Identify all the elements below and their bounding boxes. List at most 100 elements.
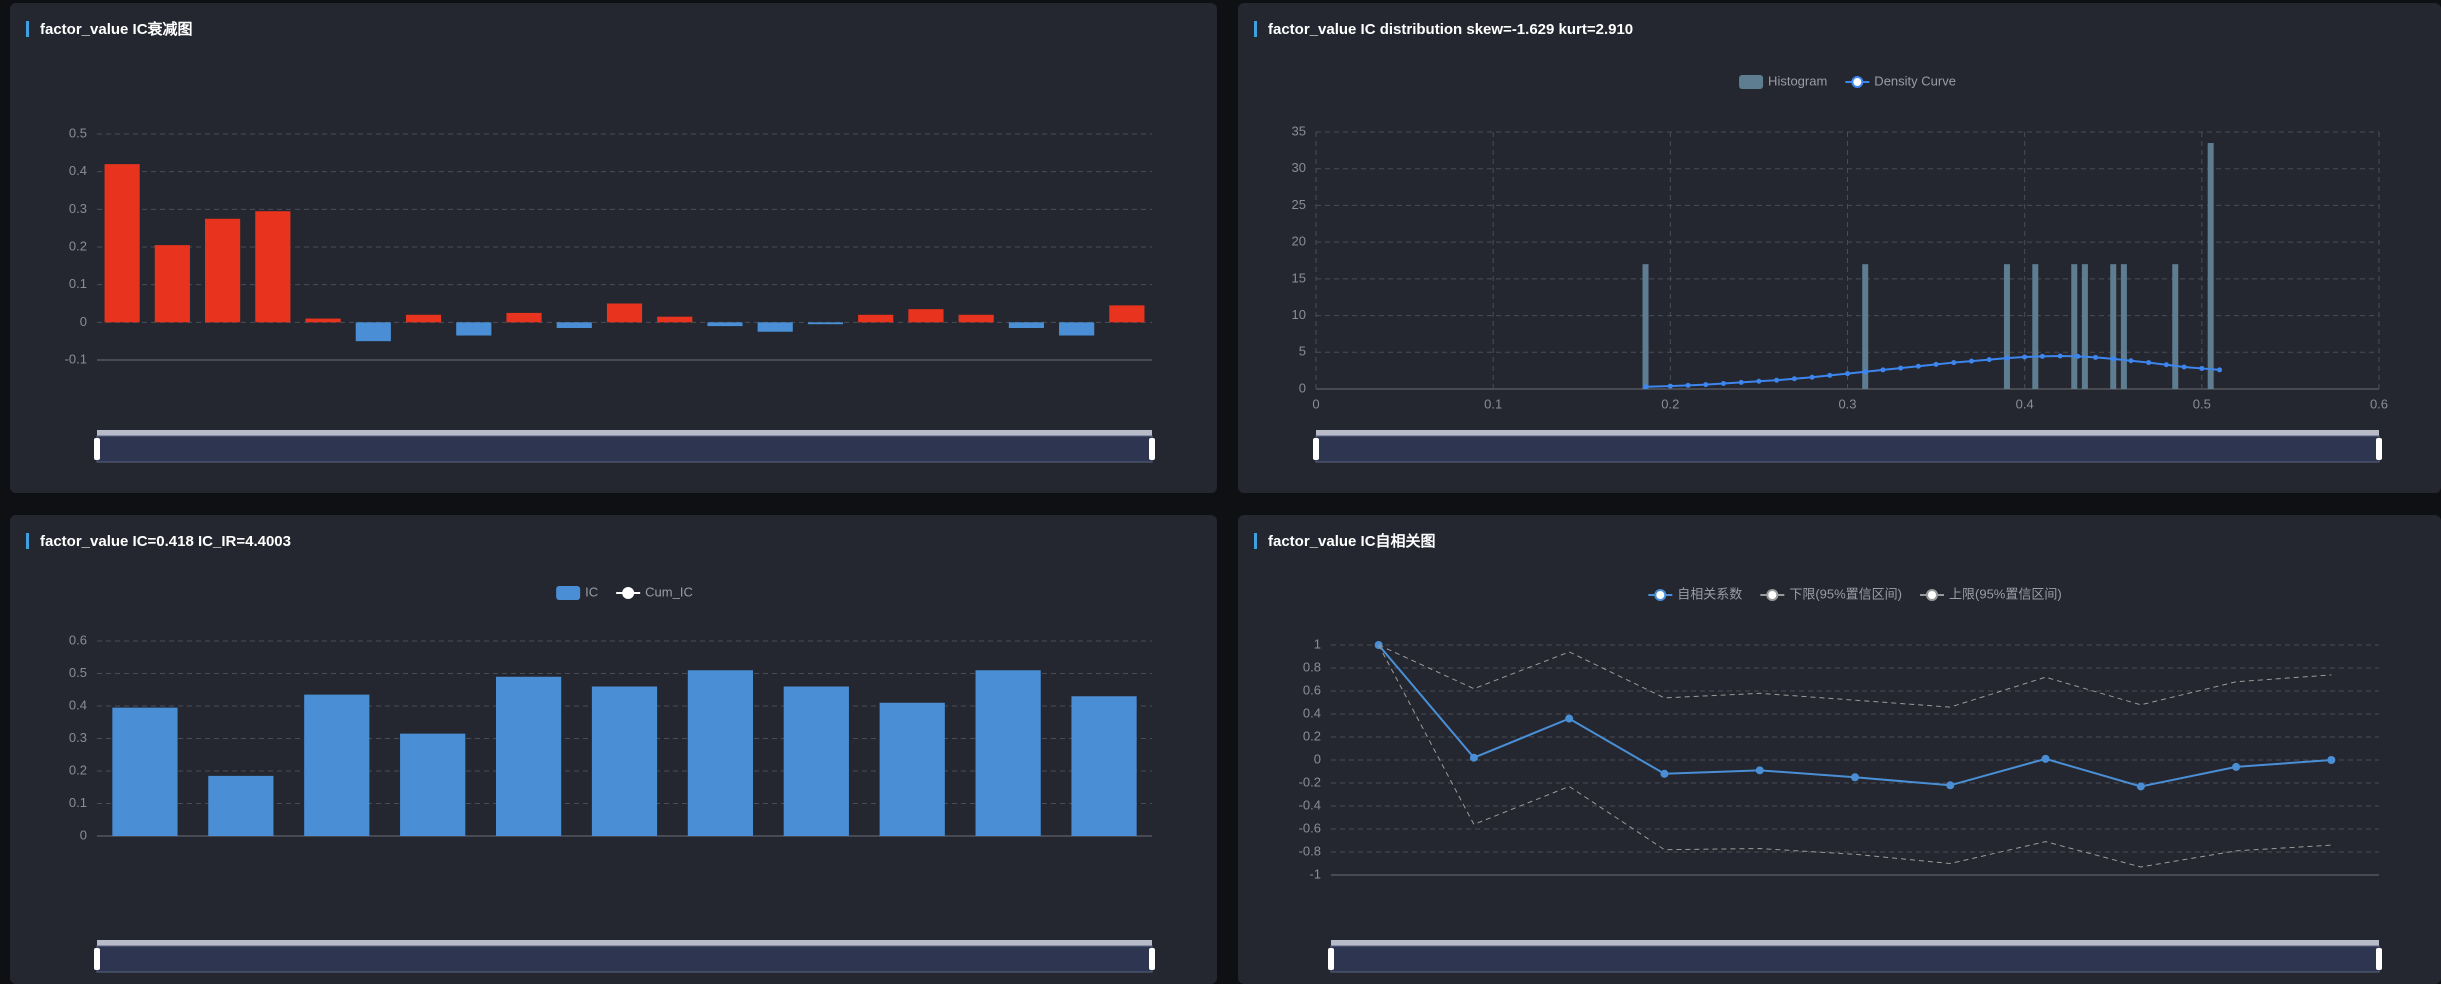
slider-handle [94,948,100,970]
bar [2081,264,2088,389]
bar [400,733,466,836]
y-tick-label: 0 [80,827,87,842]
x-tick-label: 0.2 [1661,396,1679,411]
point [2136,782,2145,791]
bar [687,670,754,836]
bar [2003,264,2010,389]
y-tick-label: 0.4 [1303,705,1321,720]
legend-label: 上限(95%置信区间) [1949,586,2062,601]
point [2232,762,2241,771]
legend-swatch [1739,75,1764,89]
bar [305,318,341,323]
x-tick-label: 0.4 [2016,396,2034,411]
bar [2071,264,2078,389]
chart-title: factor_value IC自相关图 [1268,532,1436,550]
chart-title: factor_value IC衰减图 [40,20,193,38]
bar [707,322,743,327]
legend-label: Histogram [1768,73,1827,88]
bar [1642,264,1649,389]
point [1946,781,1955,790]
legend-swatch [556,586,581,600]
y-tick-label: 0.6 [69,632,87,647]
slider-handle [1149,948,1155,970]
y-tick-label: -1 [1309,866,1321,881]
point [1660,769,1669,778]
point [2128,358,2134,364]
bar [1109,305,1145,323]
point [1898,365,1904,371]
slider-handle [94,438,100,460]
point [1703,382,1709,388]
legend-label: Density Curve [1874,73,1956,88]
bar [606,303,643,323]
y-tick-label: 35 [1292,123,1306,138]
point [2217,367,2223,373]
x-tick-label: 0.1 [1484,396,1502,411]
point [1851,773,1859,782]
bar [1008,322,1044,328]
y-tick-label: -0.8 [1299,843,1321,858]
point [2181,364,2187,370]
y-tick-label: -0.1 [65,351,87,366]
point [1827,372,1833,378]
title-accent [1254,533,1257,549]
y-tick-label: 0.4 [69,163,87,178]
point [2163,362,2169,368]
legend: IC Cum_IC [556,584,693,600]
slider-handle [1149,438,1155,460]
bar [2110,264,2117,389]
y-tick-label: 0 [80,314,87,329]
point [2022,354,2028,360]
bar [783,686,849,836]
y-tick-label: 1 [1314,636,1321,651]
point [1685,382,1691,388]
y-tick-label: 0.2 [69,238,87,253]
bar [2172,264,2179,389]
bar [657,316,693,323]
point [1986,357,1992,363]
slider-top [1316,430,2379,436]
bar [879,702,945,836]
point [1791,376,1797,382]
point [2004,355,2010,361]
y-tick-label: 25 [1292,197,1306,212]
legend-label: 下限(95%置信区间) [1789,586,1902,601]
bar [1059,322,1095,336]
slider-track [1315,435,2380,463]
point [2199,365,2205,371]
slider-handle [2376,438,2382,460]
point [2041,754,2050,763]
y-tick-label: 0.2 [69,762,87,777]
bar [1071,696,1137,836]
legend-swatch [622,587,635,599]
x-tick-label: 0.6 [2370,396,2388,411]
x-tick-label: 0.3 [1838,396,1856,411]
y-tick-label: -0.4 [1299,797,1321,812]
bar [104,164,140,323]
y-tick-label: 0.1 [69,795,87,810]
y-tick-label: 5 [1299,344,1306,359]
bar [255,211,291,323]
y-tick-label: 10 [1292,307,1306,322]
legend-swatch [1851,76,1864,88]
legend: Histogram Density Curve [1739,73,1956,89]
point [1915,363,1921,369]
bar [757,322,793,332]
slider-handle [2376,948,2382,970]
point [1969,358,1975,364]
bar [807,322,844,325]
title-accent [26,21,29,37]
point [1755,766,1764,775]
bar [304,694,370,836]
y-tick-label: 20 [1292,234,1306,249]
slider-handle [1313,438,1319,460]
y-tick-label: 0.5 [69,125,87,140]
point [2057,353,2063,359]
x-tick-label: 0.5 [2193,396,2211,411]
point [2075,353,2081,359]
point [1469,753,1478,762]
point [1565,714,1574,723]
y-tick-label: -0.6 [1299,820,1321,835]
legend-swatch [1654,589,1667,601]
